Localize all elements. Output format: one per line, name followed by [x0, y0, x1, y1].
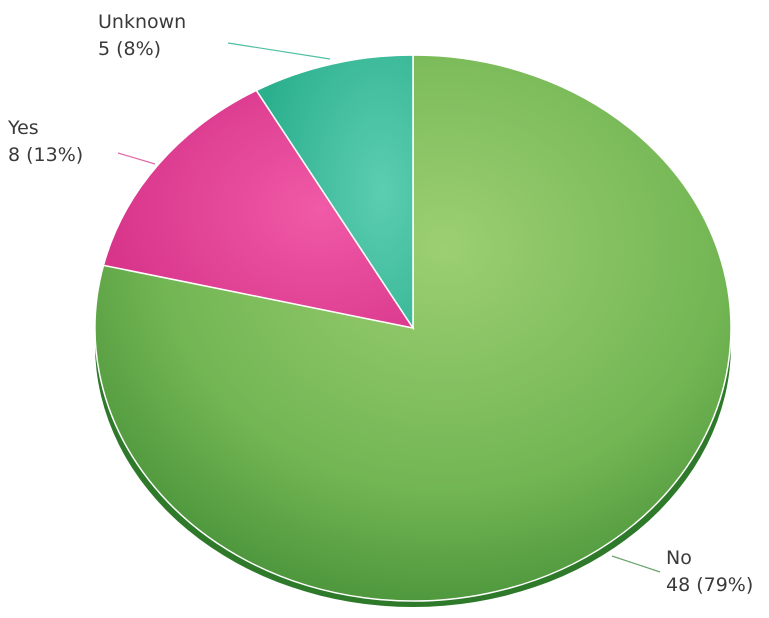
slice-label-yes-value: 8 (13%) [8, 144, 83, 166]
slice-label-yes-name: Yes [7, 117, 39, 139]
leader-line-yes [117, 152, 156, 165]
slice-label-no-value: 48 (79%) [666, 574, 753, 596]
slice-label-no-name: No [666, 547, 692, 569]
pie-slice-no [94, 54, 732, 602]
leader-line-no [611, 555, 661, 573]
slice-label-unknown-value: 5 (8%) [98, 38, 161, 60]
pie-slice-yes [102, 89, 415, 330]
pie-slice-unknown [255, 54, 414, 331]
leader-line-unknown [227, 42, 331, 60]
slice-label-unknown-name: Unknown [98, 11, 186, 33]
